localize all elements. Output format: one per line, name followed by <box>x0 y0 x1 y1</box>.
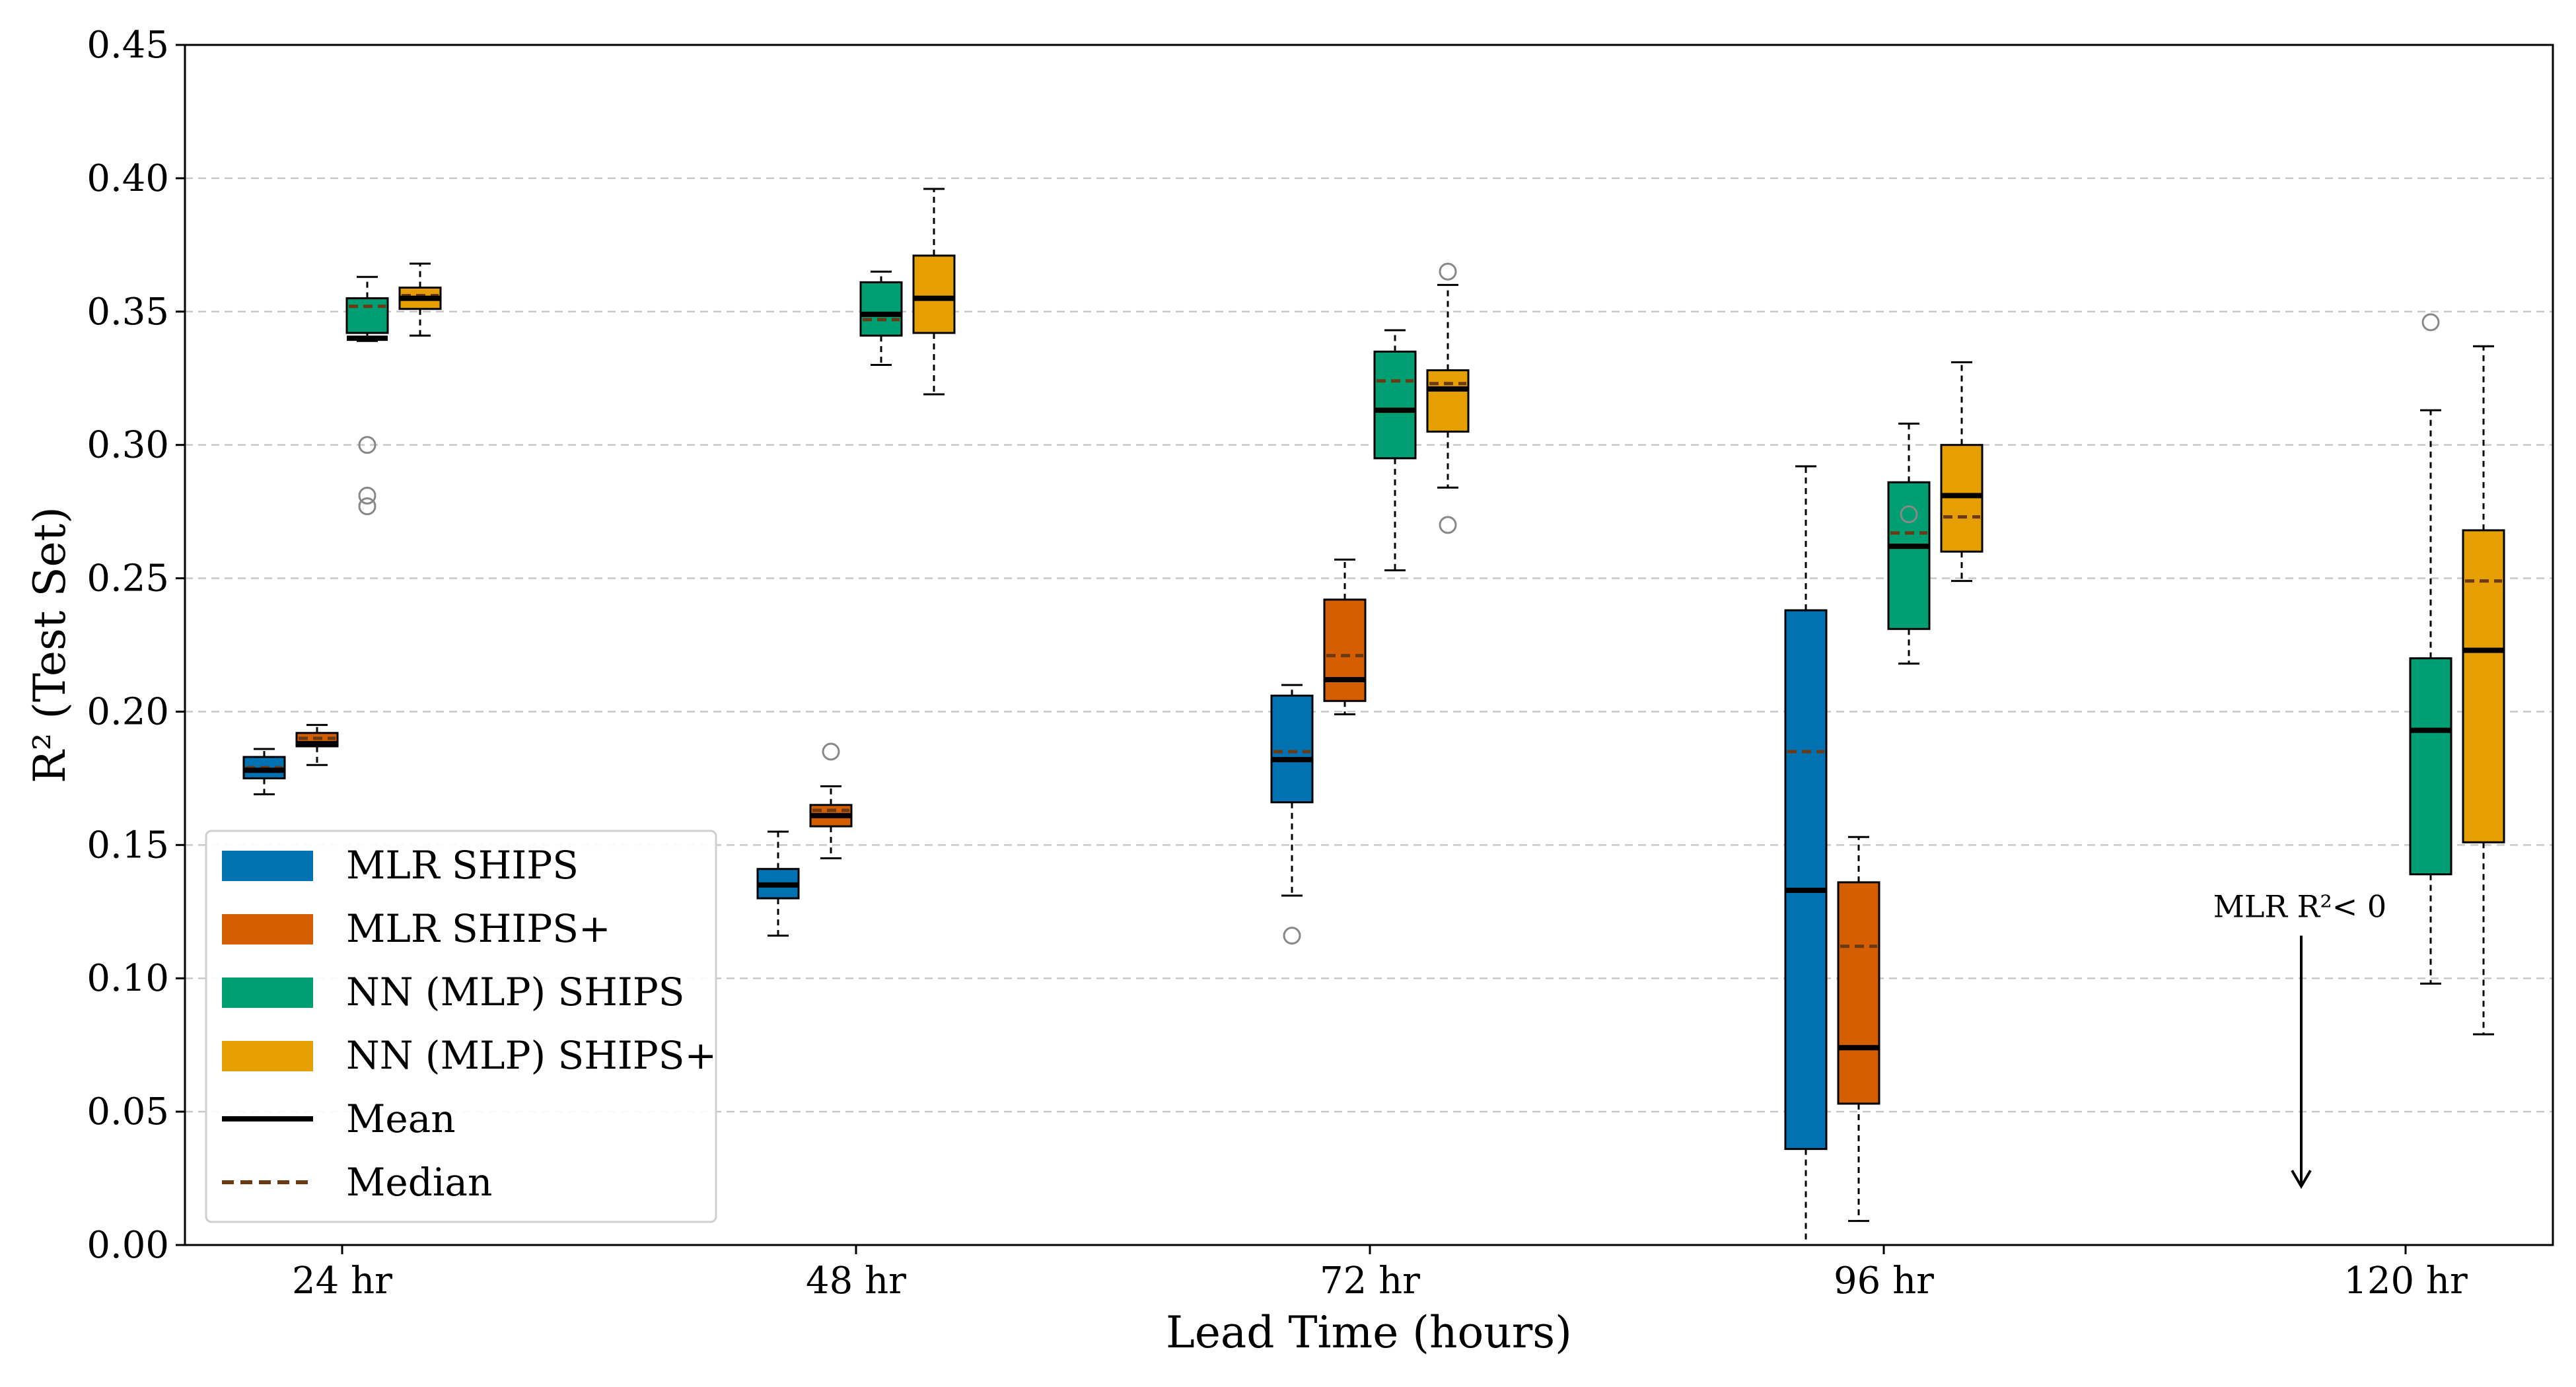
y-tick-label: 0.45 <box>87 24 169 67</box>
legend-label: Mean <box>346 1096 456 1141</box>
iqr-box <box>1784 609 1828 1151</box>
box-nn-mlp-ships--24hr <box>398 262 442 337</box>
box-nn-mlp-ships--120hr <box>2462 345 2505 1036</box>
legend-swatch-mlr-ships <box>222 851 313 881</box>
iqr-box <box>2409 657 2452 876</box>
box-nn-mlp-ships--72hr <box>1426 262 1470 534</box>
boxes <box>242 188 2505 1245</box>
iqr-box <box>2462 529 2505 843</box>
x-tick-label: 24 hr <box>292 1260 392 1302</box>
box-mlr-ships-96hr <box>1784 465 1828 1245</box>
x-tick-label: 120 hr <box>2343 1260 2468 1302</box>
axes: 0.00 0.05 0.10 0.15 0.20 0.25 0.30 0.35 0.40 0.45… <box>24 24 2468 1358</box>
annotations: MLR R²< 0 <box>2213 889 2386 1190</box>
y-axis-title: R² (Test Set) <box>24 507 75 783</box>
iqr-box <box>859 281 903 337</box>
annotation-arrow-head <box>2291 1170 2312 1190</box>
iqr-box <box>1426 369 1470 433</box>
iqr-box <box>345 297 389 334</box>
outlier-point <box>1439 516 1457 534</box>
outlier-point <box>2421 313 2440 332</box>
x-tick-label: 72 hr <box>1320 1260 1420 1302</box>
outlier-point <box>1283 927 1301 945</box>
box-mlr-ships--96hr <box>1837 836 1880 1223</box>
y-tick-label: 0.20 <box>87 690 169 733</box>
iqr-box <box>1940 444 1984 553</box>
legend-label: NN (MLP) SHIPS+ <box>346 1033 717 1078</box>
legend-box <box>205 830 717 1223</box>
grid-lines <box>185 177 2553 1113</box>
iqr-box <box>1373 350 1417 460</box>
iqr-box <box>1270 694 1314 804</box>
y-tick-label: 0.25 <box>87 557 169 600</box>
legend-label: MLR SHIPS <box>346 843 579 888</box>
annotation-text: MLR R²< 0 <box>2213 889 2386 925</box>
iqr-box <box>912 254 956 334</box>
box-mlr-ships--72hr <box>1323 558 1367 715</box>
box-mlr-ships-72hr <box>1270 684 1314 945</box>
outlier-point <box>1439 262 1457 281</box>
y-tick-label: 0.35 <box>87 291 169 334</box>
legend-swatch-nn-mlp-ships- <box>222 1041 313 1071</box>
box-mlr-ships--48hr <box>809 742 853 860</box>
iqr-box <box>1323 598 1367 702</box>
x-tick-label: 48 hr <box>806 1260 906 1302</box>
y-tick-label: 0.40 <box>87 157 169 200</box>
x-tick-label: 96 hr <box>1834 1260 1934 1302</box>
legend-label: NN (MLP) SHIPS <box>346 970 685 1014</box>
iqr-box <box>1837 881 1880 1105</box>
legend-label: MLR SHIPS+ <box>346 906 611 951</box>
box-nn-mlp-ships-24hr <box>345 275 389 516</box>
outlier-point <box>358 436 376 454</box>
outlier-point <box>1900 505 1918 524</box>
y-tick-label: 0.30 <box>87 424 169 467</box>
legend: MLR SHIPS MLR SHIPS+ NN (MLP) SHIPS NN (MLP… <box>205 830 717 1223</box>
y-tick-label: 0.05 <box>87 1090 169 1133</box>
box-mlr-ships-48hr <box>756 830 800 937</box>
box-mlr-ships--24hr <box>295 724 339 766</box>
box-nn-mlp-ships--96hr <box>1940 361 1984 583</box>
outlier-point <box>822 742 840 761</box>
x-axis-title: Lead Time (hours) <box>1166 1307 1572 1358</box>
box-nn-mlp-ships-96hr <box>1887 422 1931 665</box>
outlier-point <box>358 497 376 516</box>
box-nn-mlp-ships--48hr <box>912 188 956 396</box>
y-tick-label: 0.00 <box>87 1224 169 1267</box>
legend-swatch-mlr-ships- <box>222 914 313 944</box>
box-mlr-ships-24hr <box>242 748 286 796</box>
y-tick-label: 0.15 <box>87 824 169 867</box>
box-nn-mlp-ships-72hr <box>1373 329 1417 571</box>
box-nn-mlp-ships-120hr <box>2409 313 2452 985</box>
box-nn-mlp-ships-48hr <box>859 270 903 367</box>
outlier-point <box>358 486 376 505</box>
iqr-box <box>1887 481 1931 630</box>
legend-label: Median <box>346 1160 492 1205</box>
legend-swatch-nn-mlp-ships <box>222 978 313 1008</box>
y-tick-label: 0.10 <box>87 957 169 1000</box>
